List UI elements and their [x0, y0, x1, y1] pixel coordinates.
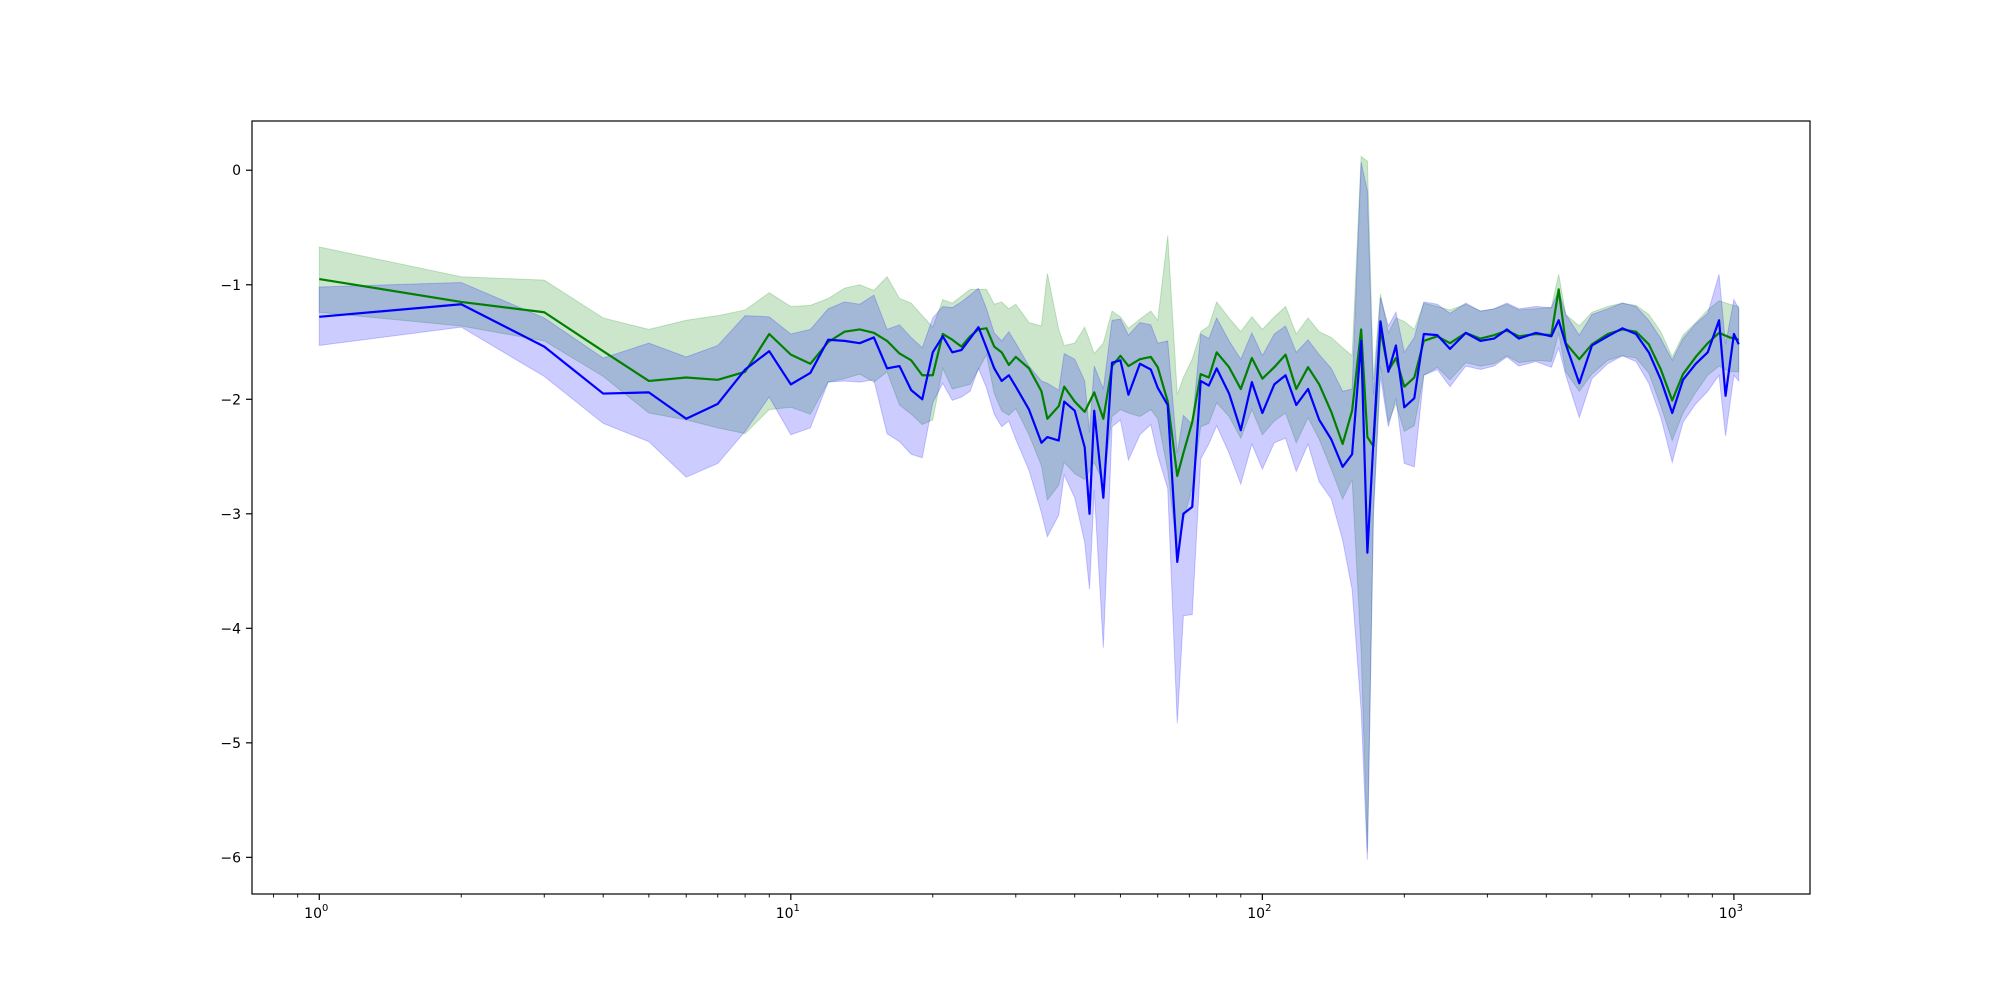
series-layer [318, 155, 1740, 860]
x-tick-label: 100 [304, 903, 328, 922]
series-2-line [319, 303, 1740, 564]
y-tick-label: −3 [220, 507, 241, 523]
y-tick-label: 0 [232, 163, 241, 179]
y-tick-label: −5 [220, 736, 241, 752]
axis-layer: 0 −1 −2 −3 −4 −5 −6 100 101 102 103 [220, 163, 1743, 922]
series-1-confidence-band [318, 155, 1740, 852]
y-tick-label: −2 [220, 392, 241, 408]
plot-frame [251, 120, 1811, 895]
plot-background [252, 121, 1810, 894]
y-tick-label: −4 [220, 621, 241, 637]
x-tick-label: 101 [776, 903, 800, 922]
x-tick-label: 103 [1719, 903, 1743, 922]
y-tick-label: −6 [220, 850, 241, 866]
y-tick-label: −1 [220, 278, 241, 294]
x-tick-label: 102 [1247, 903, 1271, 922]
